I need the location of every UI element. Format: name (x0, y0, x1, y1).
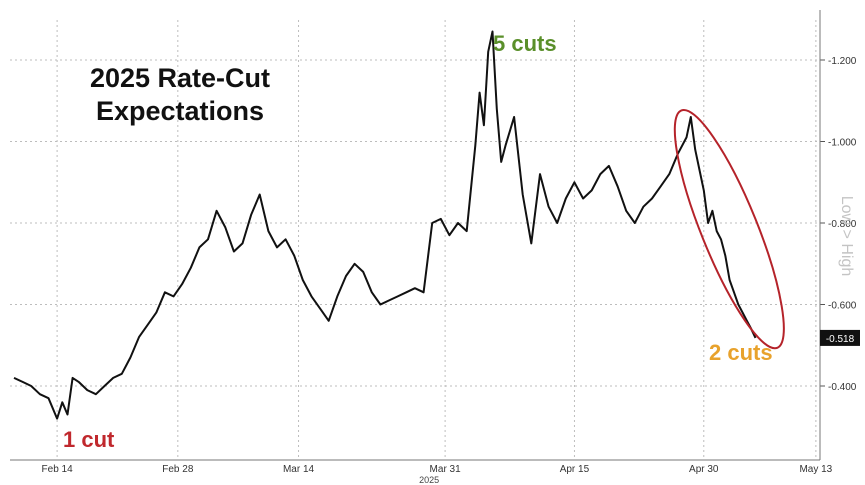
x-tick-label: May 13 (799, 464, 832, 475)
last-value-label: -0.518 (826, 334, 855, 345)
highlight-ellipse (673, 108, 785, 350)
highlight-ellipse-group (673, 108, 785, 350)
annotation-1-cut: 1 cut (63, 427, 115, 452)
grid (10, 20, 820, 460)
y-tick-label: -0.400 (828, 382, 857, 393)
chart-title-line-1: 2025 Rate-Cut (89, 63, 271, 93)
y-tick-label: -1.200 (828, 56, 857, 67)
last-value-box (820, 329, 860, 346)
series-line-group (13, 30, 757, 420)
x-tick-label: Apr 15 (560, 464, 590, 475)
chart-title: 2025 Rate-Cut Expectations (60, 62, 300, 128)
y-tick-label: -1.000 (828, 138, 857, 149)
y-tick-label: -0.800 (828, 219, 857, 230)
x-tick-label: Mar 31 (430, 464, 462, 475)
annotation-2-cuts: 2 cuts (709, 340, 773, 365)
y-tick-label: -0.600 (828, 301, 857, 312)
y-axis-label: Low > High (838, 195, 855, 277)
axes (10, 10, 825, 461)
tick-labels: -1.200 -1.000 -0.800 -0.600 -0.400 Feb 14 Feb … (42, 56, 860, 485)
x-tick-label: Apr 30 (689, 464, 719, 475)
x-tick-label: Mar 14 (283, 464, 315, 475)
series-line (13, 30, 757, 420)
x-tick-label: Feb 14 (42, 464, 74, 475)
x-year-label: 2025 (419, 475, 439, 485)
chart-title-line-2: Expectations (95, 96, 265, 126)
annotation-5-cuts: 5 cuts (493, 31, 557, 56)
x-tick-label: Feb 28 (162, 464, 194, 475)
